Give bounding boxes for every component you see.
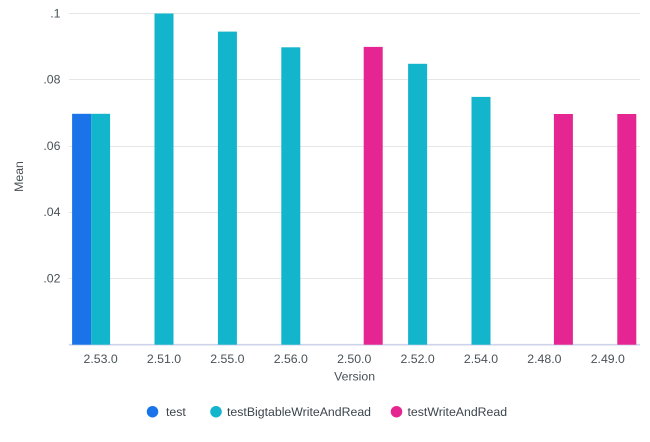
svg-text:Version: Version (334, 370, 375, 384)
svg-text:2.56.0: 2.56.0 (274, 352, 308, 366)
svg-text:2.51.0: 2.51.0 (147, 352, 181, 366)
svg-text:2.48.0: 2.48.0 (527, 352, 561, 366)
svg-text:.1: .1 (50, 7, 60, 21)
svg-text:Mean: Mean (12, 161, 26, 192)
svg-text:2.54.0: 2.54.0 (464, 352, 498, 366)
svg-text:2.55.0: 2.55.0 (210, 352, 244, 366)
svg-text:test: test (166, 405, 186, 419)
svg-text:2.49.0: 2.49.0 (591, 352, 625, 366)
svg-text:.04: .04 (43, 205, 60, 219)
svg-text:.08: .08 (43, 73, 60, 87)
svg-text:.06: .06 (43, 139, 60, 153)
svg-text:.02: .02 (43, 271, 60, 285)
svg-text:2.53.0: 2.53.0 (83, 352, 117, 366)
svg-text:testBigtableWriteAndRead: testBigtableWriteAndRead (227, 405, 371, 419)
svg-text:2.50.0: 2.50.0 (337, 352, 371, 366)
svg-text:testWriteAndRead: testWriteAndRead (408, 405, 508, 419)
svg-text:2.52.0: 2.52.0 (400, 352, 434, 366)
